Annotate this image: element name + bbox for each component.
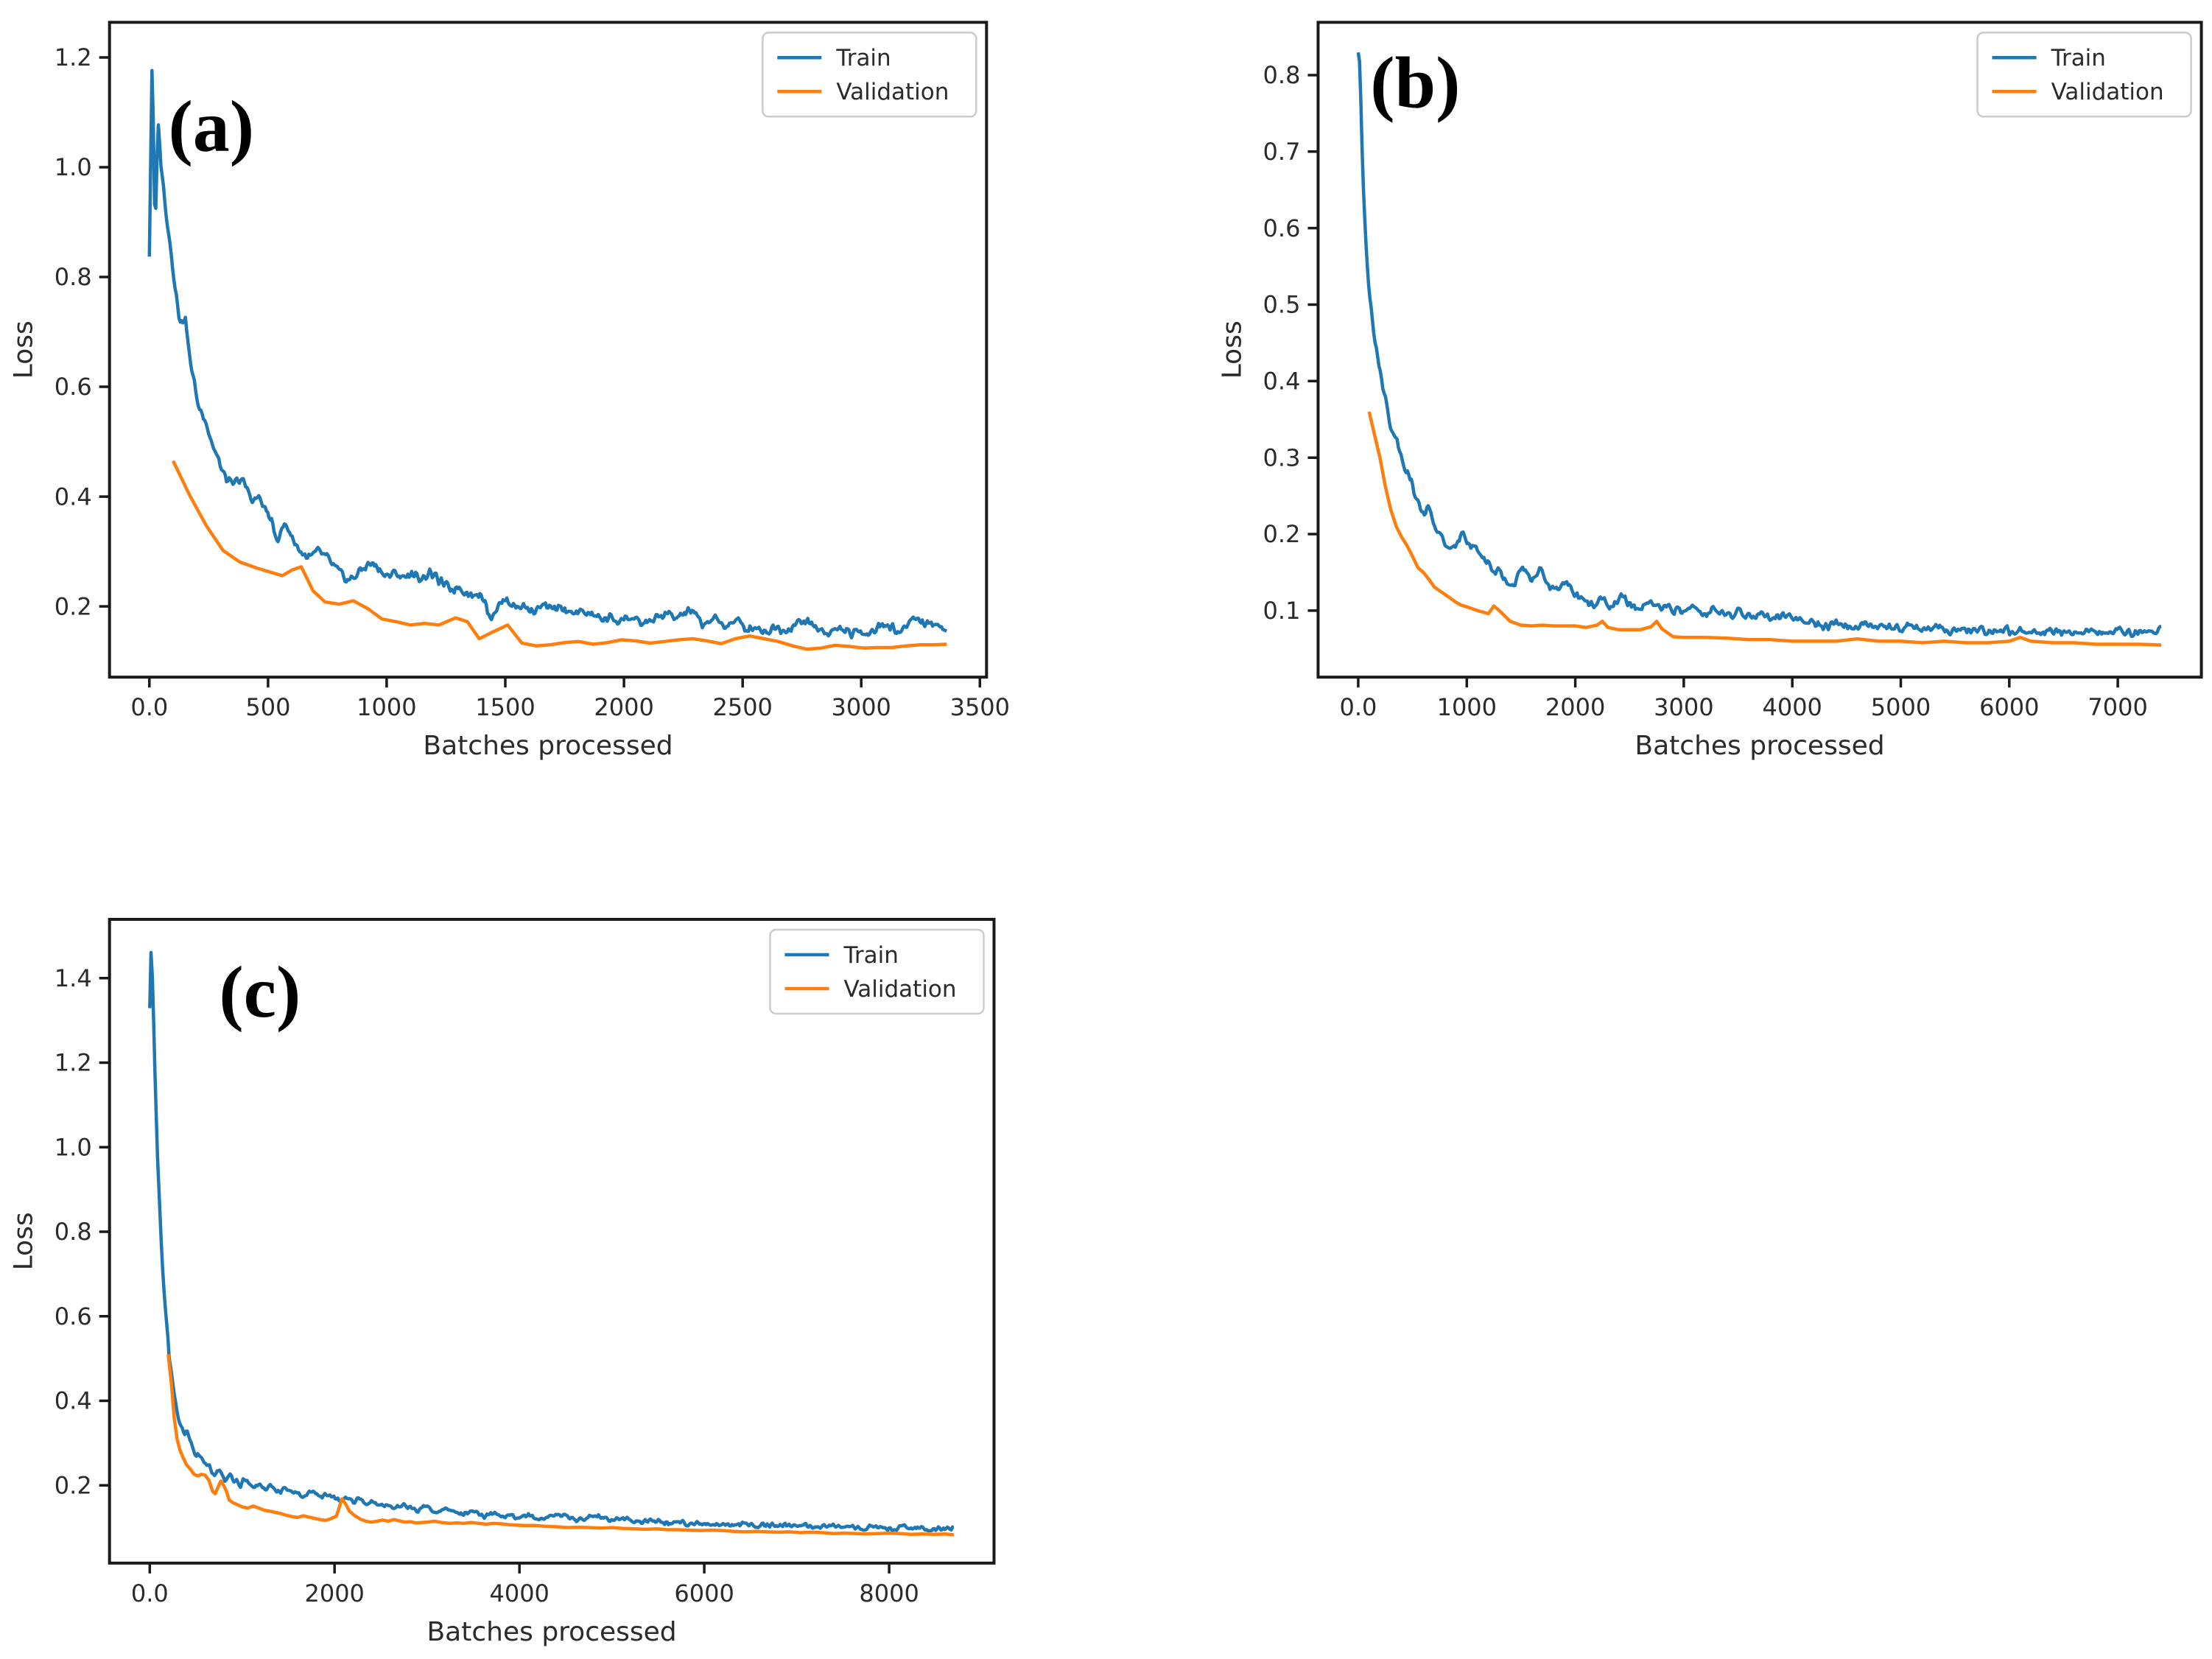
axes-spines	[108, 21, 989, 679]
panel-label: (a)	[168, 85, 254, 167]
axes-spines	[1316, 21, 2203, 679]
svg-text:1000: 1000	[357, 693, 416, 721]
svg-text:0.1: 0.1	[1263, 597, 1301, 625]
svg-text:0.6: 0.6	[55, 373, 92, 401]
svg-text:0.6: 0.6	[55, 1302, 92, 1330]
svg-text:0.4: 0.4	[55, 483, 92, 511]
x-axis-ticks	[148, 1562, 891, 1574]
legend-box	[769, 928, 985, 1015]
a-validation-line	[171, 460, 947, 651]
a-train-line	[147, 69, 948, 640]
svg-text:4000: 4000	[1762, 693, 1822, 721]
svg-text:2000: 2000	[304, 1579, 364, 1607]
svg-text:1000: 1000	[1437, 693, 1497, 721]
legend: Train Validation	[769, 928, 985, 1015]
svg-text:2000: 2000	[1545, 693, 1605, 721]
y-axis-ticks	[99, 56, 110, 608]
y-tick-labels: 0.2 0.4 0.6 0.8 1.0 1.2	[55, 43, 92, 620]
svg-text:0.2: 0.2	[1263, 520, 1301, 548]
svg-text:500: 500	[245, 693, 290, 721]
svg-text:2500: 2500	[712, 693, 772, 721]
panel-label: (b)	[1370, 41, 1460, 123]
y-tick-labels: 0.2 0.4 0.6 0.8 1.0 1.2 1.4	[55, 964, 92, 1500]
svg-text:0.4: 0.4	[1263, 368, 1301, 396]
chart-c-canvas: 0.0 2000 4000 6000 8000 0.2 0.4 0.6 0.8 1.0 1.2 1.4…	[13, 917, 996, 1647]
legend-label-validation: Validation	[843, 976, 956, 1003]
svg-text:0.7: 0.7	[1263, 138, 1301, 166]
y-tick-labels: 0.1 0.2 0.3 0.4 0.5 0.6 0.7 0.8	[1263, 61, 1301, 625]
b-train-line	[1356, 52, 2162, 638]
svg-text:1.2: 1.2	[55, 43, 92, 71]
svg-text:4000: 4000	[489, 1579, 549, 1607]
chart-b-canvas: 0.0 1000 2000 3000 4000 5000 6000 7000 0.1 0.2 0.3…	[1217, 21, 2203, 761]
x-axis-ticks	[1357, 677, 2119, 688]
y-axis-ticks	[99, 976, 110, 1487]
x-tick-labels: 0.0 500 1000 1500 2000 2500 3000 3500	[130, 693, 1010, 721]
x-axis-label: Batches processed	[1635, 731, 1884, 761]
y-axis-label: Loss	[13, 1212, 39, 1270]
panel-label: (c)	[219, 951, 301, 1033]
chart-a-canvas: 0.0 500 1000 1500 2000 2500 3000 35000.20.40.60…	[13, 21, 1010, 761]
figure-a-train-loss-plot: 0.0 500 1000 1500 2000 2500 3000 3500 0.2 0.4 0.6 0…	[13, 6, 1083, 788]
y-axis-label: Loss	[13, 320, 39, 379]
svg-text:0.8: 0.8	[1263, 61, 1301, 89]
svg-text:0.2: 0.2	[55, 592, 92, 620]
x-axis-ticks	[148, 677, 982, 688]
svg-text:7000: 7000	[2088, 693, 2147, 721]
svg-text:6000: 6000	[674, 1579, 734, 1607]
plot-lines	[1356, 52, 2162, 647]
y-axis-ticks	[1307, 74, 1319, 612]
svg-text:6000: 6000	[1979, 693, 2039, 721]
svg-text:3500: 3500	[950, 693, 1010, 721]
svg-text:0.3: 0.3	[1263, 443, 1301, 471]
b-validation-line	[1367, 411, 2162, 647]
svg-text:0.0: 0.0	[1339, 693, 1377, 721]
svg-text:1.4: 1.4	[55, 964, 92, 992]
svg-text:3000: 3000	[1654, 693, 1713, 721]
legend-box	[1976, 32, 2192, 118]
legend-label-train: Train	[835, 45, 891, 71]
svg-text:1500: 1500	[475, 693, 535, 721]
svg-text:1.2: 1.2	[55, 1049, 92, 1077]
legend-label-train: Train	[2051, 45, 2106, 71]
svg-text:2000: 2000	[594, 693, 653, 721]
svg-text:0.6: 0.6	[1263, 214, 1301, 242]
x-tick-labels: 0.0 1000 2000 3000 4000 5000 6000 7000	[1339, 693, 2147, 721]
x-axis-label: Batches processed	[423, 731, 673, 761]
c-validation-line	[166, 1354, 955, 1537]
legend-label-validation: Validation	[2051, 79, 2164, 105]
svg-text:0.5: 0.5	[1263, 291, 1301, 319]
legend: Train Validation	[762, 32, 977, 118]
svg-text:8000: 8000	[859, 1579, 919, 1607]
svg-text:5000: 5000	[1871, 693, 1931, 721]
svg-text:0.8: 0.8	[55, 1218, 92, 1246]
legend-label-validation: Validation	[836, 79, 949, 105]
axes-spines	[108, 917, 996, 1565]
svg-text:0.2: 0.2	[55, 1471, 92, 1499]
c-train-line	[148, 950, 955, 1533]
svg-text:0.0: 0.0	[131, 1579, 169, 1607]
svg-text:0.0: 0.0	[130, 693, 168, 721]
svg-text:0.8: 0.8	[55, 263, 92, 291]
figure-c-train-loss-plot: 0.0 2000 4000 6000 8000 0.2 0.4 0.6 0.8 1.0 1.2 1.4…	[13, 873, 1083, 1659]
svg-text:1.0: 1.0	[55, 1133, 92, 1161]
y-axis-label: Loss	[1217, 320, 1247, 379]
legend-box	[762, 32, 977, 118]
x-axis-label: Batches processed	[426, 1617, 676, 1647]
svg-text:3000: 3000	[831, 693, 891, 721]
legend: Train Validation	[1976, 32, 2192, 118]
svg-text:1.0: 1.0	[55, 153, 92, 181]
x-tick-labels: 0.0 2000 4000 6000 8000	[131, 1579, 919, 1607]
figure-b-train-loss-plot: 0.0 1000 2000 3000 4000 5000 6000 7000 0.1 0.2 0.3…	[1149, 6, 2212, 788]
svg-text:0.4: 0.4	[55, 1387, 92, 1415]
plot-lines	[148, 950, 955, 1537]
plot-lines	[147, 69, 948, 651]
legend-label-train: Train	[843, 942, 898, 969]
